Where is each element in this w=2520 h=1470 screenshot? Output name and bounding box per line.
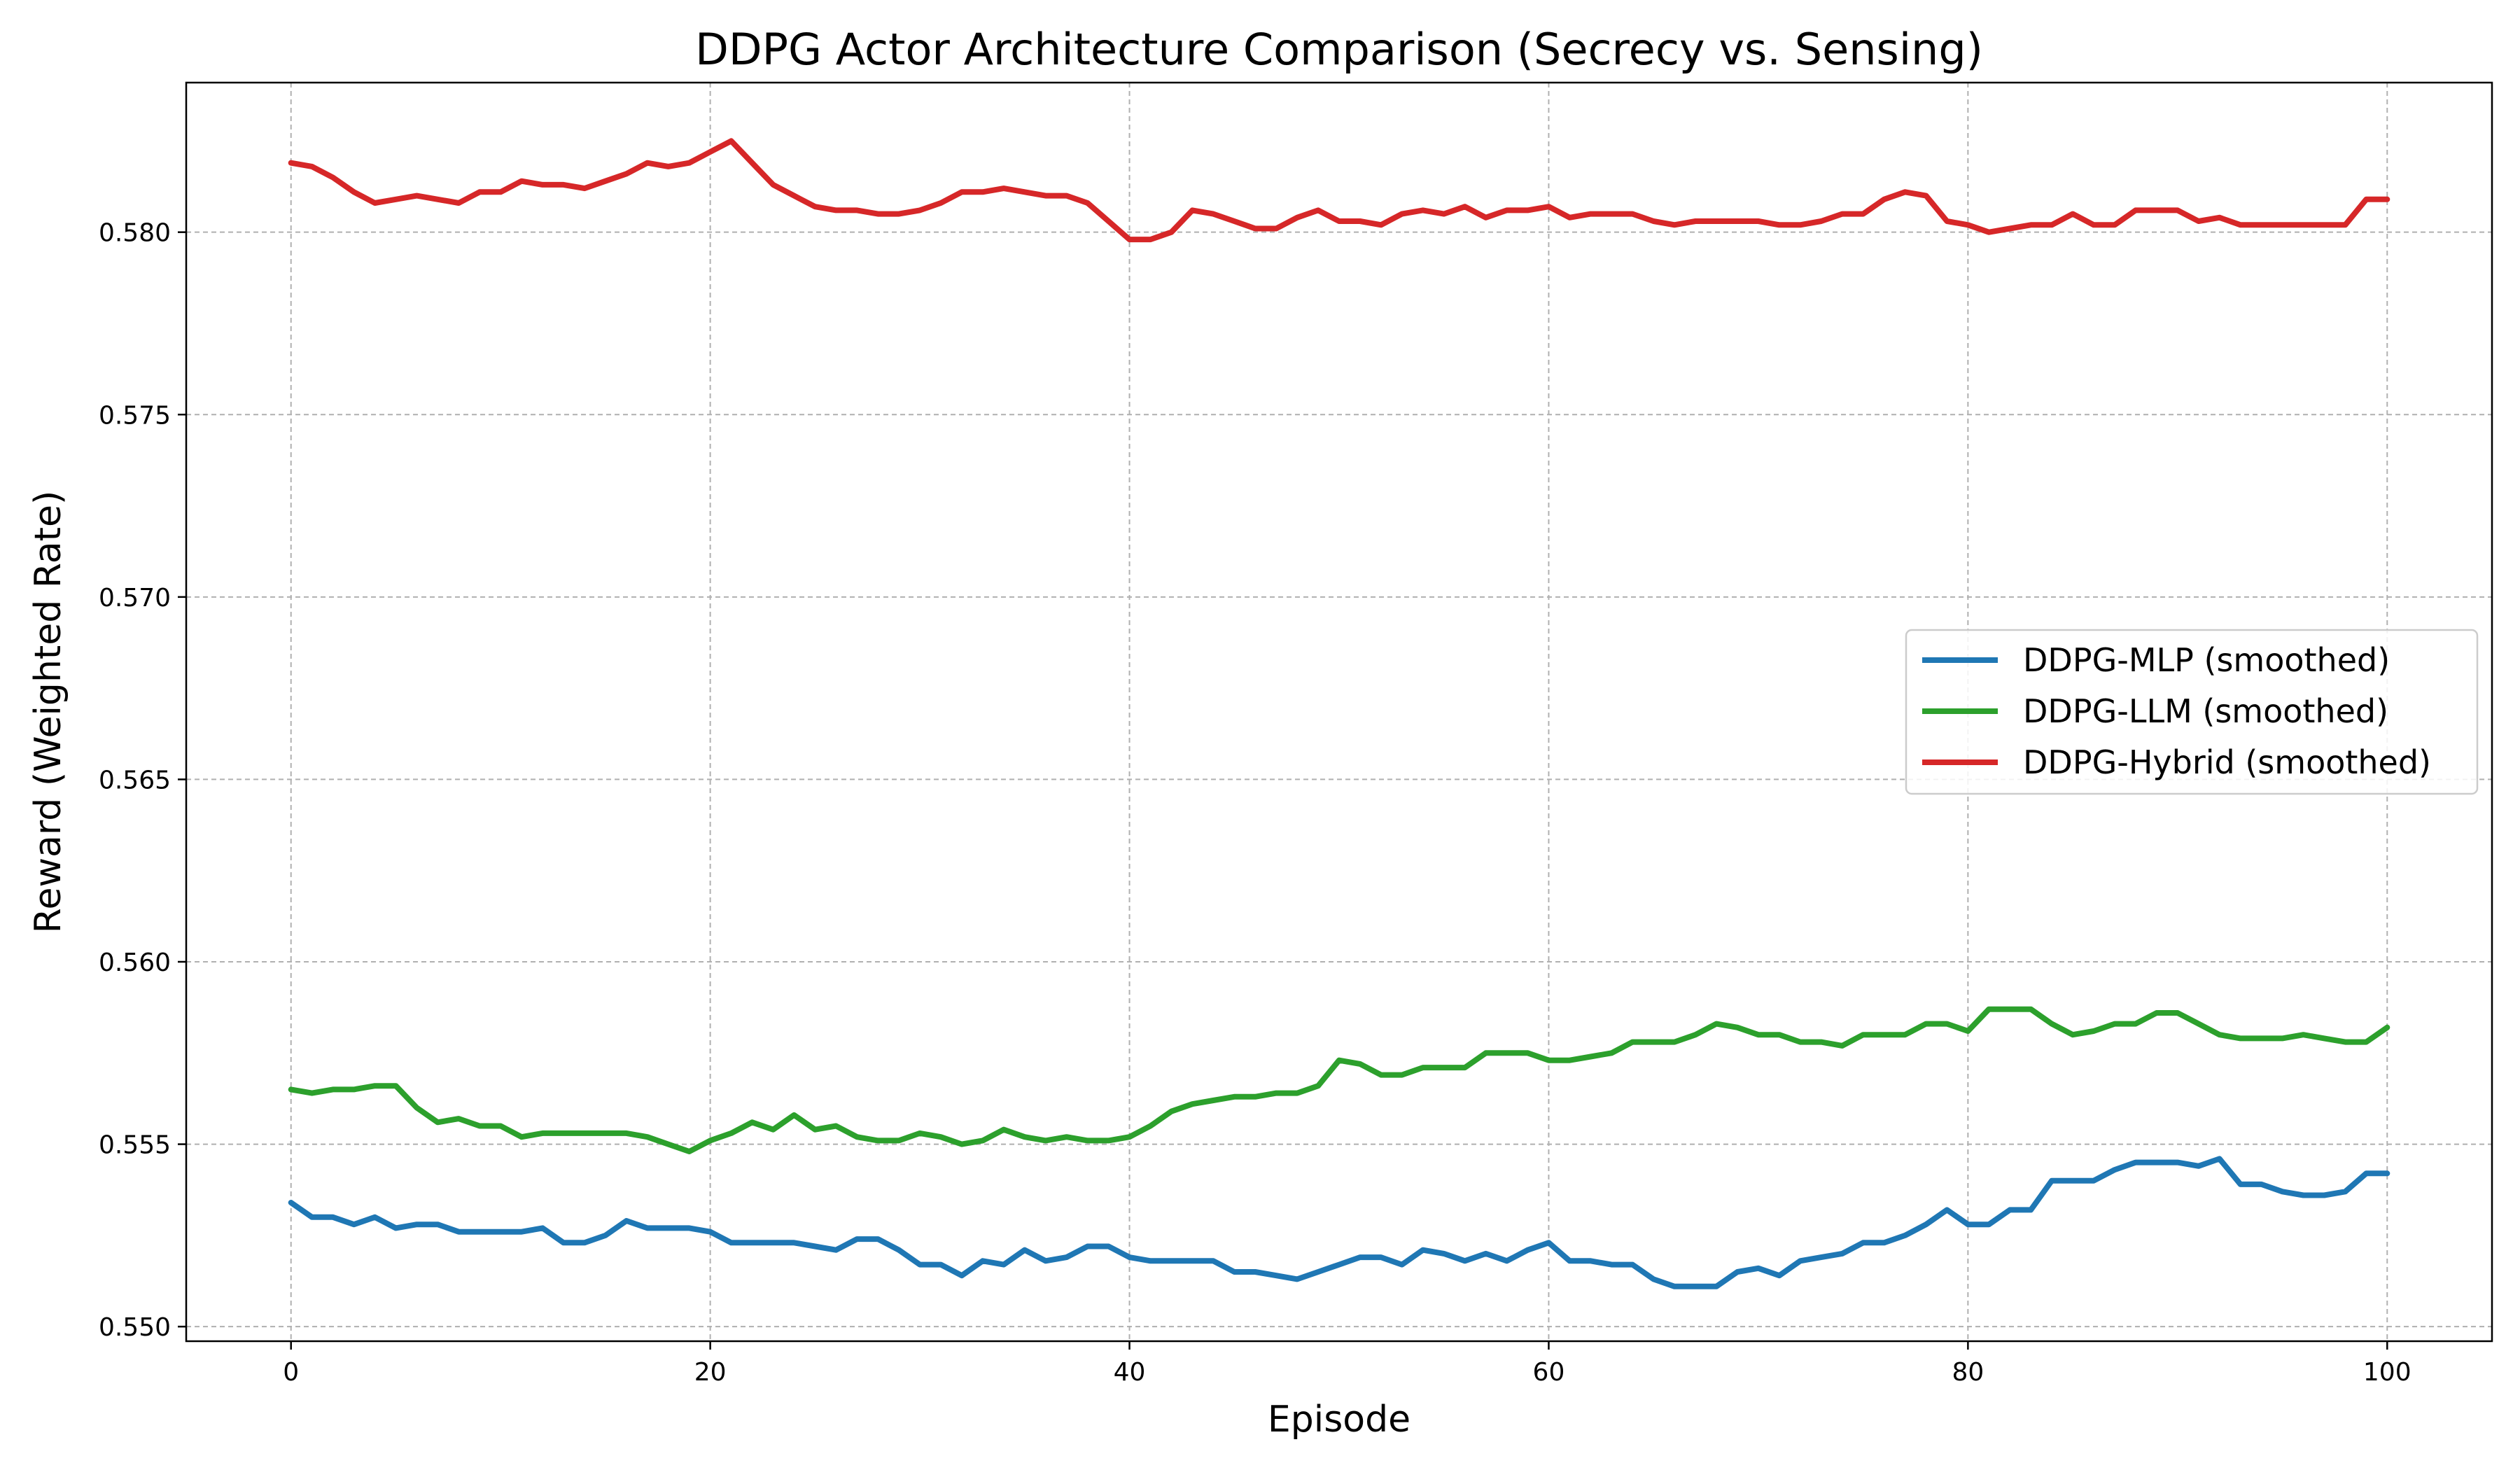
legend-label-ddpg-mlp-smoothed: DDPG-MLP (smoothed)	[2023, 641, 2390, 679]
y-tick-label: 0.555	[99, 1131, 171, 1160]
x-tick-label: 80	[1952, 1358, 1984, 1387]
series-lines	[288, 138, 2390, 1289]
y-axis-label: Reward (Weighted Rate)	[27, 491, 69, 934]
y-tick-label: 0.580	[99, 219, 171, 248]
x-tick-label: 100	[2363, 1358, 2412, 1387]
series-line-ddpg-llm-smoothed	[288, 1006, 2390, 1154]
chart-title: DDPG Actor Architecture Comparison (Secr…	[695, 24, 1983, 75]
legend-label-ddpg-llm-smoothed: DDPG-LLM (smoothed)	[2023, 692, 2388, 730]
legend-box	[1905, 629, 2479, 795]
y-tick-label: 0.570	[99, 584, 171, 612]
grid-lines	[186, 83, 2492, 1341]
x-tick-label: 0	[283, 1358, 299, 1387]
x-tick-label: 60	[1533, 1358, 1565, 1387]
series-line-ddpg-hybrid-smoothed	[288, 138, 2390, 243]
y-tick-label: 0.560	[99, 948, 171, 977]
x-tick-label: 20	[694, 1358, 727, 1387]
x-axis-label: Episode	[1268, 1399, 1410, 1441]
x-axis-ticks: 0 20 40 60 80 100	[283, 1341, 2412, 1387]
legend: DDPG-MLP (smoothed) DDPG-LLM (smoothed) DD…	[1905, 629, 2479, 795]
plot-area-frame	[185, 81, 2493, 1343]
y-tick-label: 0.550	[99, 1313, 171, 1342]
x-tick-label: 40	[1114, 1358, 1146, 1387]
series-line-ddpg-mlp-smoothed	[288, 1156, 2390, 1289]
legend-items: DDPG-MLP (smoothed) DDPG-LLM (smoothed) DD…	[1922, 641, 2431, 781]
y-axis-ticks: 0.550 0.555 0.560 0.565 0.570 0.575 0.580	[99, 219, 186, 1342]
y-tick-label: 0.575	[99, 401, 171, 430]
y-tick-label: 0.565	[99, 766, 171, 794]
legend-label-ddpg-hybrid-smoothed: DDPG-Hybrid (smoothed)	[2023, 743, 2431, 781]
